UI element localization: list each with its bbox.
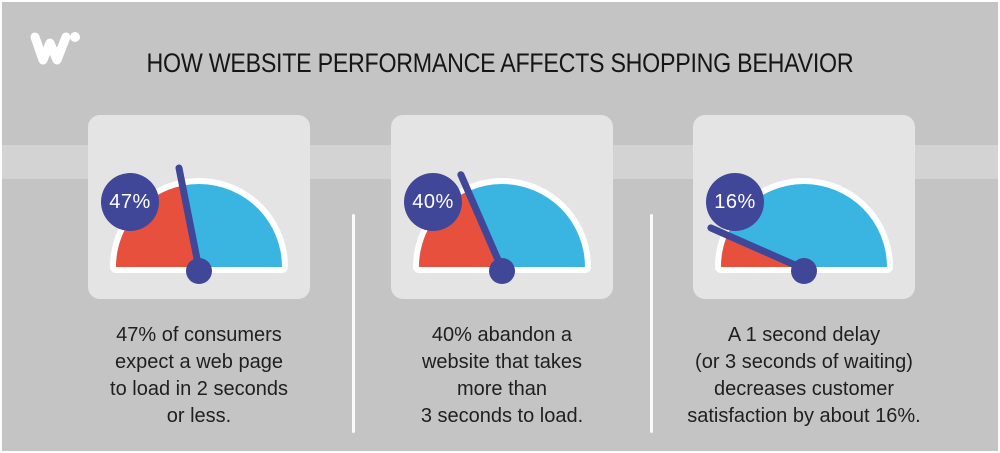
gauge-value-label: 47% (109, 190, 151, 213)
column-divider (352, 214, 355, 433)
w-dot-logo-icon (30, 32, 80, 65)
header: HOW WEBSITE PERFORMANCE AFFECTS SHOPPING… (2, 48, 998, 79)
column-divider (650, 214, 653, 433)
gauge-value-label: 16% (714, 190, 756, 213)
stat-caption: 40% abandon a website that takes more th… (420, 324, 584, 427)
gauge-value-badge: 40% (404, 173, 462, 231)
stat-card-40: 40% (391, 115, 613, 299)
gauge-value-label: 40% (412, 190, 454, 213)
stat-caption: A 1 second delay (or 3 seconds of waitin… (687, 324, 921, 427)
stat-caption: 47% of consumers expect a web page to lo… (110, 324, 288, 427)
page-title: HOW WEBSITE PERFORMANCE AFFECTS SHOPPING… (146, 48, 854, 78)
stat-card-47: 47% (88, 115, 310, 299)
gauge-value-badge: 47% (101, 173, 159, 231)
stat-card-16: 16% (693, 115, 915, 299)
gauge-value-badge: 16% (706, 173, 764, 231)
